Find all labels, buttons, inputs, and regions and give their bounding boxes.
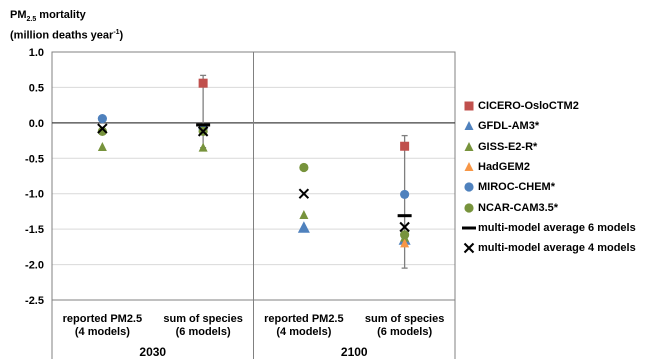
point-ncar-cam3-5 <box>97 126 107 136</box>
category-labels: reported PM2.5(4 models)sum of species(6… <box>63 313 445 359</box>
category-label-line1: sum of species <box>163 313 242 325</box>
legend-marker-shape <box>464 203 474 213</box>
point-ncar-cam3-5 <box>400 230 410 240</box>
category-label-line2: (4 models) <box>75 326 130 338</box>
y-tick-label: 0.5 <box>29 82 44 94</box>
legend-item: GISS-E2-R* <box>462 137 636 157</box>
category-label-line2: (6 models) <box>176 326 231 338</box>
legend-item: multi-model average 4 models <box>462 238 636 258</box>
y-tick-label: -1.0 <box>25 189 44 201</box>
category-label-line2: (6 models) <box>377 326 432 338</box>
y-tick-label: -2.5 <box>25 295 44 307</box>
x-stroke <box>298 188 310 199</box>
point-multi-model-average-4-models <box>298 188 310 199</box>
legend-marker <box>462 226 476 230</box>
legend-label: NCAR-CAM3.5* <box>478 201 559 214</box>
point-multi-model-average-4-models <box>97 123 108 134</box>
axes <box>51 51 456 359</box>
category-label-line1: sum of species <box>365 313 444 325</box>
x-stroke <box>197 126 209 137</box>
y-tick-label: -0.5 <box>25 153 44 165</box>
point-gfdl-am3 <box>297 221 310 233</box>
legend-marker <box>464 141 474 151</box>
point-giss-e2-r <box>97 141 107 151</box>
point-multi-model-average-4-models <box>399 221 410 233</box>
legend-marker <box>464 162 474 172</box>
legend-label: multi-model average 6 models <box>478 221 636 234</box>
legend-label: GFDL-AM3* <box>478 120 540 133</box>
legend: CICERO-OsloCTM2 GFDL-AM3* GISS-E2-R* HadGEM… <box>462 96 636 258</box>
y-tick-label: 0.0 <box>29 118 44 130</box>
point-multi-model-average-4-models <box>197 126 209 137</box>
point-giss-e2-r <box>299 209 309 219</box>
group-year-label: 2030 <box>139 345 166 359</box>
x-stroke <box>399 221 410 233</box>
y-axis-title: PM2.5 mortality (million deaths year-1) <box>10 9 124 42</box>
legend-marker <box>464 121 474 131</box>
legend-item: NCAR-CAM3.5* <box>462 197 636 217</box>
category-label-line2: (4 models) <box>276 326 331 338</box>
legend-marker <box>464 101 474 111</box>
point-miroc-chem <box>97 114 107 124</box>
point-hadgem2 <box>400 238 410 248</box>
x-stroke <box>97 123 108 134</box>
legend-marker-shape <box>464 141 474 151</box>
group-year-label: 2100 <box>341 345 368 359</box>
legend-marker-shape <box>464 101 474 111</box>
legend-marker-shape <box>464 162 474 172</box>
point-miroc-chem <box>400 189 410 200</box>
legend-item: MIROC-CHEM* <box>462 177 636 197</box>
category-label-line1: reported PM2.5 <box>63 313 142 325</box>
legend-marker-shape <box>464 182 474 192</box>
y-tick-label: -2.0 <box>25 260 44 272</box>
legend-marker <box>464 182 474 192</box>
category-label-line1: reported PM2.5 <box>264 313 343 325</box>
legend-label: CICERO-OsloCTM2 <box>478 100 579 113</box>
x-stroke <box>463 243 475 254</box>
legend-label: HadGEM2 <box>478 161 530 174</box>
legend-marker <box>464 203 474 213</box>
point-ncar-cam3-5 <box>299 162 309 173</box>
data-marks <box>97 74 412 269</box>
legend-marker-shape <box>463 243 475 254</box>
legend-item: GFDL-AM3* <box>462 116 636 136</box>
point-cicero-osloctm2 <box>400 141 410 151</box>
legend-marker <box>463 243 475 254</box>
point-cicero-osloctm2 <box>198 78 208 88</box>
y-tick-label: -1.5 <box>25 224 44 236</box>
legend-item: multi-model average 6 models <box>462 218 636 238</box>
y-tick-label: 1.0 <box>29 47 44 59</box>
legend-label: multi-model average 4 models <box>478 242 636 255</box>
legend-item: CICERO-OsloCTM2 <box>462 96 636 116</box>
legend-marker-shape <box>464 121 474 131</box>
y-tick-labels: 1.0 0.5 0.0 -0.5 -1.0 -1.5 -2.0 -2.5 <box>25 47 44 307</box>
legend-label: MIROC-CHEM* <box>478 181 555 194</box>
point-giss-e2-r <box>198 142 208 152</box>
legend-item: HadGEM2 <box>462 157 636 177</box>
legend-label: GISS-E2-R* <box>478 140 538 153</box>
